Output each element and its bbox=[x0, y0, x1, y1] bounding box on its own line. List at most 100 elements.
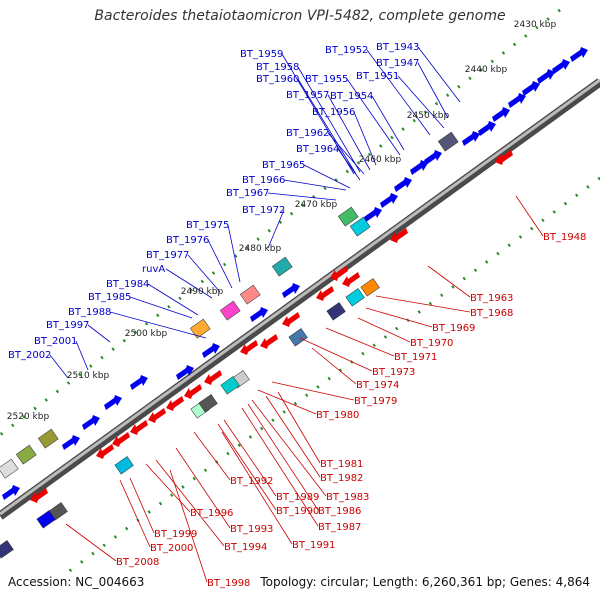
forward-label-leader bbox=[283, 179, 347, 191]
topology-text: Topology: circular; Length: 6,260,361 bp… bbox=[260, 575, 590, 589]
forward-gene-label: ruvA bbox=[142, 264, 165, 275]
reverse-gene-label: BT_1969 bbox=[432, 323, 475, 334]
forward-gene-box bbox=[437, 131, 459, 152]
forward-gene bbox=[570, 47, 588, 62]
reverse-label-leader bbox=[193, 431, 231, 481]
reverse-label-leader bbox=[299, 337, 373, 372]
forward-label-leader bbox=[207, 239, 233, 289]
reverse-gene-box bbox=[360, 278, 380, 297]
forward-gene bbox=[202, 343, 220, 358]
tick-label: 2500 kbp bbox=[125, 329, 168, 339]
forward-label-leader bbox=[353, 111, 377, 166]
forward-gene-label: BT_1975 bbox=[186, 220, 229, 231]
forward-gene bbox=[2, 485, 20, 500]
reverse-gene bbox=[204, 370, 222, 385]
reverse-gene-box bbox=[198, 394, 218, 413]
reverse-gene-label: BT_1971 bbox=[394, 352, 437, 363]
reverse-label-leader bbox=[251, 399, 327, 497]
forward-gene bbox=[82, 415, 100, 430]
forward-gene-label: BT_1972 bbox=[242, 205, 285, 216]
reverse-gene-label: BT_1986 bbox=[318, 506, 361, 517]
reverse-label-leader bbox=[217, 423, 277, 511]
reverse-gene-label: BT_1983 bbox=[326, 492, 369, 503]
forward-gene bbox=[250, 307, 268, 322]
reverse-gene-box bbox=[114, 456, 134, 475]
forward-gene-label: BT_1959 bbox=[240, 49, 283, 60]
reverse-label-leader bbox=[265, 395, 321, 478]
forward-gene-box bbox=[189, 318, 211, 339]
reverse-gene-label: BT_1981 bbox=[320, 459, 363, 470]
tick-label: 2460 kbp bbox=[359, 155, 402, 165]
reverse-gene bbox=[240, 340, 258, 355]
reverse-label-leader bbox=[65, 523, 117, 562]
tick-label: 2520 kbp bbox=[7, 412, 50, 422]
forward-gene bbox=[537, 69, 555, 84]
forward-label-leader bbox=[129, 296, 193, 319]
reverse-label-leader bbox=[357, 317, 411, 343]
forward-gene-box bbox=[349, 216, 371, 237]
reverse-gene bbox=[316, 286, 334, 301]
reverse-gene bbox=[184, 384, 202, 399]
reverse-gene-label: BT_1991 bbox=[292, 540, 335, 551]
forward-gene bbox=[394, 177, 412, 192]
reverse-gene bbox=[390, 228, 408, 243]
reverse-gene-label: BT_1989 bbox=[276, 492, 319, 503]
forward-gene-label: BT_1957 bbox=[286, 90, 329, 101]
forward-label-leader bbox=[371, 95, 405, 151]
reverse-gene-label: BT_1994 bbox=[224, 542, 267, 553]
reverse-label-leader bbox=[175, 447, 231, 529]
forward-gene-label: BT_1977 bbox=[146, 250, 189, 261]
forward-gene-label: BT_1964 bbox=[296, 144, 339, 155]
reverse-label-leader bbox=[223, 419, 277, 497]
forward-gene bbox=[478, 121, 496, 136]
gene-features bbox=[0, 47, 588, 559]
reverse-label-leader bbox=[129, 477, 155, 534]
forward-label-leader bbox=[165, 268, 213, 299]
reverse-label-leader bbox=[241, 407, 319, 527]
reverse-gene-label: BT_2000 bbox=[150, 543, 193, 554]
tick-label: 2480 kbp bbox=[239, 244, 282, 254]
reverse-gene-label: BT_1968 bbox=[470, 308, 513, 319]
forward-label-leader bbox=[87, 324, 111, 343]
forward-gene-box bbox=[0, 458, 19, 479]
reverse-gene-label: BT_1998 bbox=[207, 578, 250, 589]
map-title: Bacteroides thetaiotaomicron VPI-5482, c… bbox=[94, 8, 506, 24]
reverse-gene-label: BT_1974 bbox=[356, 380, 399, 391]
forward-gene bbox=[492, 107, 510, 122]
forward-gene-label: BT_1960 bbox=[256, 74, 299, 85]
forward-gene-label: BT_1958 bbox=[256, 62, 299, 73]
reverse-gene-box bbox=[326, 302, 346, 321]
forward-label-leader bbox=[297, 78, 357, 175]
forward-gene-box bbox=[37, 428, 59, 449]
forward-gene-box bbox=[337, 206, 359, 227]
forward-gene-label: BT_1956 bbox=[312, 107, 355, 118]
forward-gene-label: BT_1966 bbox=[242, 175, 285, 186]
reverse-gene-label: BT_1993 bbox=[230, 524, 273, 535]
forward-gene bbox=[522, 81, 540, 96]
accession-text: Accession: NC_004663 bbox=[8, 575, 145, 589]
forward-label-leader bbox=[109, 311, 207, 339]
forward-label-leader bbox=[417, 62, 449, 119]
forward-gene-label: BT_1976 bbox=[166, 235, 209, 246]
forward-gene-label: BT_1988 bbox=[68, 307, 111, 318]
forward-label-leader bbox=[267, 209, 285, 249]
forward-label-leader bbox=[366, 49, 431, 136]
reverse-label-leader bbox=[515, 195, 544, 237]
reverse-label-leader bbox=[277, 391, 321, 464]
reverse-gene-label: BT_1982 bbox=[320, 473, 363, 484]
reverse-label-leader bbox=[271, 381, 355, 401]
reverse-gene-box bbox=[220, 376, 240, 395]
reverse-label-leader bbox=[221, 431, 293, 545]
reverse-gene bbox=[495, 150, 513, 165]
tick-dots bbox=[0, 8, 600, 580]
forward-gene bbox=[508, 93, 526, 108]
forward-gene bbox=[462, 131, 480, 146]
reverse-gene-label: BT_1990 bbox=[276, 506, 319, 517]
forward-label-leader bbox=[75, 340, 89, 371]
reverse-gene bbox=[112, 432, 130, 447]
reverse-gene bbox=[330, 266, 348, 281]
forward-label-leader bbox=[267, 192, 337, 201]
forward-gene bbox=[176, 365, 194, 380]
reverse-label-leader bbox=[169, 469, 208, 583]
reverse-gene-label: BT_1980 bbox=[316, 410, 359, 421]
